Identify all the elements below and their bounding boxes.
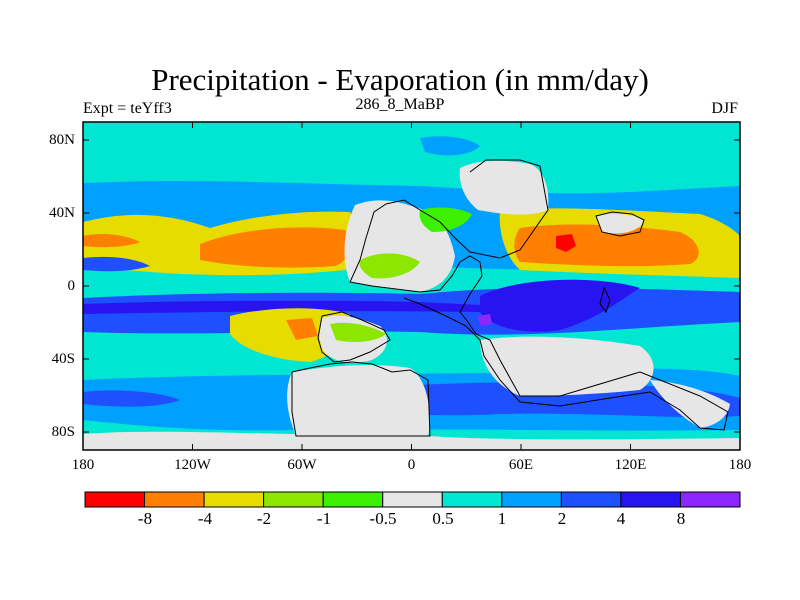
contour-indian-ocean-wet xyxy=(480,279,640,332)
contour-date-line-dry xyxy=(83,234,140,248)
land-outline-east xyxy=(595,211,645,314)
land-antarctic-fringe xyxy=(83,431,740,450)
plot-title: Precipitation - Evaporation (in mm/day) xyxy=(151,62,649,97)
colorbar-label-05: 0.5 xyxy=(432,509,454,528)
period-label: 286_8_MaBP xyxy=(355,96,445,113)
contour-south-pacific-dry xyxy=(230,308,351,362)
experiment-label: Expt = teYff3 xyxy=(83,100,172,117)
contour-continent-margin xyxy=(359,253,420,279)
lon-tick-120w: 120W xyxy=(174,457,211,473)
lon-tick-120e: 120E xyxy=(614,457,647,473)
lon-tick-60e: 60E xyxy=(508,457,534,473)
lon-tick-180e: 180 xyxy=(728,457,752,473)
season-label: DJF xyxy=(711,100,738,117)
colorbar-label-8: 8 xyxy=(676,509,686,528)
colorbar-label-minus8: -8 xyxy=(137,509,153,528)
contour-north-continent-wet xyxy=(419,207,472,232)
land-outline xyxy=(349,159,729,431)
colorbar-swatch xyxy=(501,491,562,508)
latitude-tick-marks xyxy=(83,139,740,433)
contour-asia-subtropic-high xyxy=(514,224,699,267)
colorbar-swatch xyxy=(144,491,205,508)
contour-north-pacific-wet xyxy=(83,256,150,272)
lat-tick-80n: 80N xyxy=(49,132,75,148)
lon-tick-180w: 180 xyxy=(71,457,95,473)
lon-tick-60w: 60W xyxy=(287,457,317,473)
colorbar-label-minus05: -0.5 xyxy=(369,509,397,528)
land-gondwana-south xyxy=(287,365,430,438)
land-north-continent xyxy=(459,160,549,215)
colorbar-swatch xyxy=(560,491,622,508)
colorbar-label-2: 2 xyxy=(557,509,567,528)
colorbar-swatch xyxy=(263,491,324,508)
lon-tick-0: 0 xyxy=(407,457,416,473)
contour-arctic-patch xyxy=(420,136,480,156)
contour-equatorial-strip xyxy=(83,300,480,314)
longitude-tick-marks xyxy=(82,122,741,450)
colorbar-swatch xyxy=(441,491,503,508)
colorbar-swatch xyxy=(84,491,146,508)
land-south-east-fringe xyxy=(650,380,730,428)
colorbar-swatch xyxy=(203,491,265,508)
field-map xyxy=(83,122,740,450)
colorbar-label-1: 1 xyxy=(497,509,507,528)
colorbar-swatch xyxy=(679,491,741,508)
lat-tick-0: 0 xyxy=(67,278,76,294)
colorbar-label-minus4: -4 xyxy=(197,509,213,528)
colorbar-swatch xyxy=(382,491,443,508)
colorbar-label-minus2: -2 xyxy=(256,509,272,528)
contour-east-pacific-patch xyxy=(83,390,180,407)
land-outline-south xyxy=(291,311,431,437)
contour-pacific-subtropic-high xyxy=(200,227,350,268)
contour-south-pacific-high xyxy=(286,318,318,340)
colorbar-swatch xyxy=(322,491,384,508)
colorbar-swatch xyxy=(620,491,681,508)
contour-gondwana-margin xyxy=(330,322,386,342)
colorbar xyxy=(84,491,741,508)
lat-tick-40n: 40N xyxy=(49,205,75,221)
colorbar-label-minus1: -1 xyxy=(316,509,332,528)
contour-max-evaporation xyxy=(556,234,576,252)
lat-tick-40s: 40S xyxy=(51,351,75,367)
lat-tick-80s: 80S xyxy=(51,424,75,440)
contour-wettest-core xyxy=(478,314,492,326)
land-north-east-strip xyxy=(596,213,644,234)
colorbar-label-4: 4 xyxy=(616,509,626,528)
